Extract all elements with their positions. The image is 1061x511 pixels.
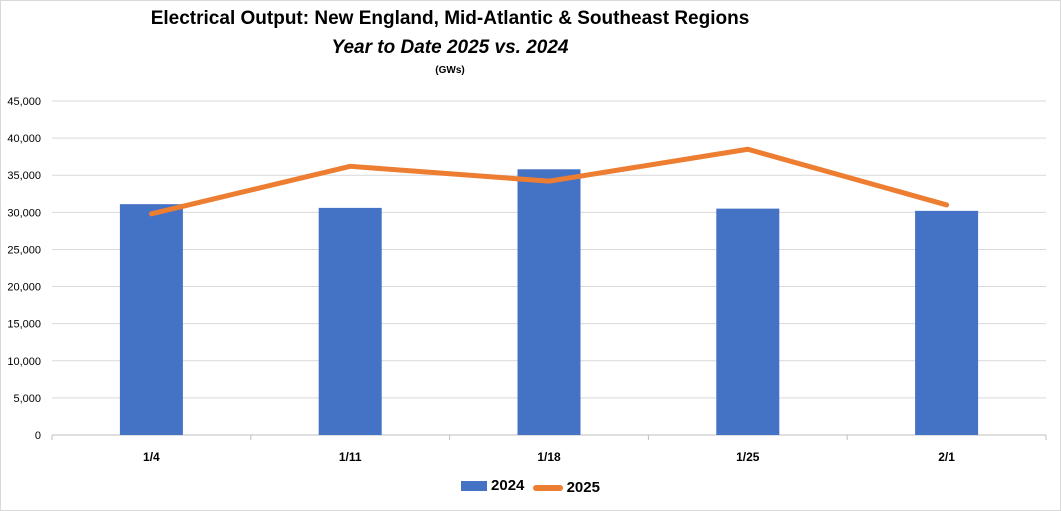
y-tick-label: 30,000 [7,207,41,219]
x-tick-label: 1/25 [736,450,760,464]
legend-label-2025: 2025 [566,479,600,496]
legend-swatch-2024 [461,480,488,491]
chart-subtitle: Year to Date 2025 vs. 2024 [331,37,569,58]
y-tick-label: 35,000 [7,170,41,182]
legend-label-2024: 2024 [491,477,525,494]
chart-legend: 2024 2025 [0,477,1061,496]
y-tick-label: 20,000 [7,282,41,294]
chart-unit-label: (GWs) [435,65,465,76]
x-tick-label: 2/1 [938,450,955,464]
x-tick-label: 1/18 [537,450,561,464]
y-tick-label: 15,000 [7,319,41,331]
y-tick-label: 40,000 [7,133,41,145]
x-tick-label: 1/11 [339,450,362,464]
bar-2024-1-4 [119,204,183,435]
bar-2024-2-1 [915,210,979,435]
bar-2024-1-25 [716,208,780,435]
x-tick-label: 1/4 [143,450,160,464]
legend-swatch-2025 [532,484,563,491]
y-tick-label: 25,000 [7,244,41,256]
chart-title: Electrical Output: New England, Mid-Atla… [150,8,750,29]
y-tick-label: 0 [35,430,41,442]
y-tick-label: 45,000 [7,96,41,108]
legend-item-2024: 2024 [461,477,524,494]
bar-2024-1-18 [517,169,581,436]
legend-item-2025: 2025 [532,479,600,496]
y-tick-label: 10,000 [7,356,41,368]
bar-2024-1-11 [318,207,382,435]
y-tick-label: 5,000 [13,393,41,405]
